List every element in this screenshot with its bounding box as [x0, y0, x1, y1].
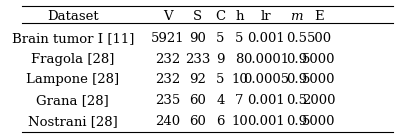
Text: h: h [235, 10, 244, 23]
Text: Nostrani [28]: Nostrani [28] [28, 115, 118, 128]
Text: 240: 240 [155, 115, 180, 128]
Text: 10: 10 [231, 73, 248, 86]
Text: 232: 232 [155, 53, 180, 66]
Text: 90: 90 [189, 32, 206, 45]
Text: 0.001: 0.001 [247, 94, 285, 107]
Text: 8: 8 [235, 53, 244, 66]
Text: 0.5: 0.5 [286, 94, 307, 107]
Text: 0.9: 0.9 [286, 53, 307, 66]
Text: 233: 233 [185, 53, 211, 66]
Text: 5921: 5921 [151, 32, 184, 45]
Text: 5: 5 [235, 32, 244, 45]
Text: 0.9: 0.9 [286, 73, 307, 86]
Text: m: m [290, 10, 302, 23]
Text: 10: 10 [231, 115, 248, 128]
Text: Fragola [28]: Fragola [28] [31, 53, 115, 66]
Text: 0.001: 0.001 [247, 32, 285, 45]
Text: Lampone [28]: Lampone [28] [26, 73, 119, 86]
Text: S: S [193, 10, 202, 23]
Text: 6: 6 [216, 115, 225, 128]
Text: 60: 60 [189, 115, 206, 128]
Text: 5: 5 [216, 73, 225, 86]
Text: 5: 5 [216, 32, 225, 45]
Text: C: C [215, 10, 226, 23]
Text: 7: 7 [235, 94, 244, 107]
Text: 500: 500 [306, 32, 332, 45]
Text: 92: 92 [189, 73, 206, 86]
Text: lr: lr [261, 10, 271, 23]
Text: E: E [314, 10, 324, 23]
Text: Grana [28]: Grana [28] [36, 94, 109, 107]
Text: 5000: 5000 [302, 73, 336, 86]
Text: Brain tumor I [11]: Brain tumor I [11] [12, 32, 134, 45]
Text: 0.0005: 0.0005 [243, 73, 289, 86]
Text: 5000: 5000 [302, 53, 336, 66]
Text: 9: 9 [216, 53, 225, 66]
Text: 4: 4 [216, 94, 225, 107]
Text: 232: 232 [155, 73, 180, 86]
Text: 5000: 5000 [302, 115, 336, 128]
Text: 235: 235 [155, 94, 180, 107]
Text: 60: 60 [189, 94, 206, 107]
Text: 0.9: 0.9 [286, 115, 307, 128]
Text: Dataset: Dataset [47, 10, 99, 23]
Text: V: V [163, 10, 172, 23]
Text: 0.0001: 0.0001 [243, 53, 289, 66]
Text: 0.5: 0.5 [286, 32, 307, 45]
Text: 0.001: 0.001 [247, 115, 285, 128]
Text: 2000: 2000 [302, 94, 336, 107]
